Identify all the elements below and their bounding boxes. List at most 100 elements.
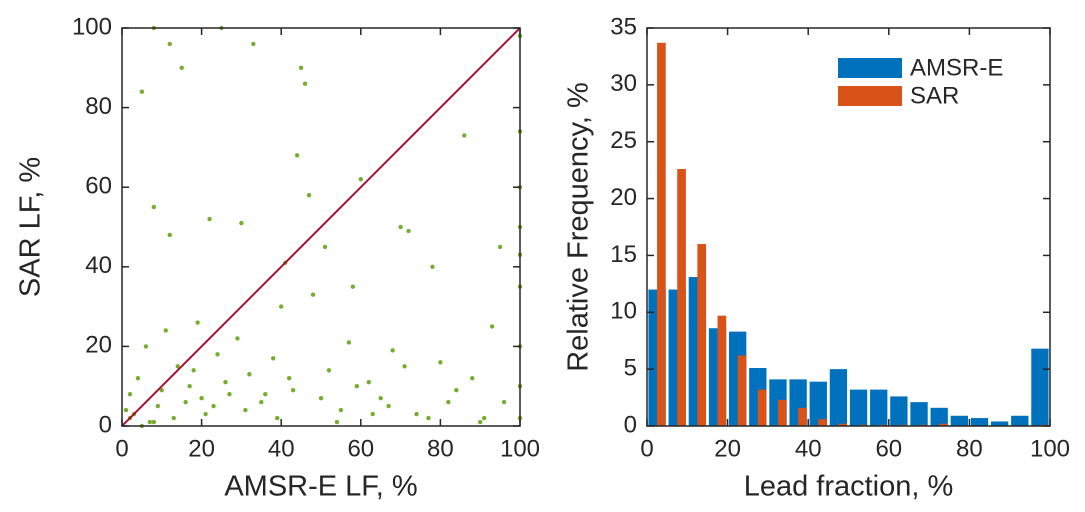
bar [818,419,827,426]
point [151,419,157,425]
point [159,387,164,393]
point [294,153,300,158]
point [306,192,312,198]
legend-swatch [838,58,902,78]
bar [717,315,727,426]
point [298,65,304,71]
point [354,384,360,389]
point [227,391,232,397]
bar [1031,348,1049,426]
bar [697,244,707,426]
bar [657,42,666,426]
point [275,415,280,421]
point [235,336,240,341]
y-axis-label: SAR LF, % [15,157,47,297]
point [211,403,216,409]
point [207,216,212,222]
point [243,407,248,413]
point [481,415,487,421]
point [279,304,284,309]
point [398,224,403,230]
point [390,348,395,353]
legend-label: SAR [910,82,959,109]
x-tick-label: 0 [115,435,128,462]
point [454,387,459,393]
point [497,244,503,250]
point [322,244,328,250]
point [338,407,344,413]
point [310,292,316,297]
point [223,380,228,385]
x-tick-label: 60 [347,435,374,462]
point [187,384,192,389]
y-tick-label: 25 [610,127,637,154]
point [195,320,200,325]
y-tick-label: 15 [610,241,637,268]
x-tick-label: 40 [795,435,822,462]
y-tick-label: 100 [72,13,112,40]
bar [737,355,747,426]
point [286,376,292,381]
point [127,391,133,397]
bar [890,396,908,426]
y-tick-label: 60 [85,173,112,200]
point [302,81,308,86]
x-tick-label: 60 [875,435,902,462]
y-tick-label: 20 [85,332,112,359]
bar [838,423,848,426]
point [462,133,467,138]
point [171,415,176,421]
bar [798,407,807,426]
point [489,324,495,329]
point [191,368,196,373]
x-tick-label: 80 [956,435,983,462]
point [239,220,244,226]
x-tick-label: 20 [714,435,741,462]
point [179,65,184,71]
point [123,407,129,413]
x-tick-label: 40 [268,435,295,462]
bar [849,389,868,426]
y-tick-label: 20 [610,184,637,211]
bar [757,389,767,426]
point [370,411,375,417]
y-tick-label: 10 [610,298,637,325]
bar [677,169,686,426]
point [139,89,145,94]
axes-frame [646,27,1051,427]
x-tick-label: 0 [640,435,653,462]
point [167,232,172,238]
point [430,264,435,269]
bar [990,421,1009,426]
point [203,411,208,417]
point [135,376,141,381]
point [251,41,256,47]
point [470,376,475,381]
point [326,368,332,373]
point [378,395,383,401]
axes-frame [121,27,521,427]
point [402,364,407,369]
point [147,419,153,425]
point [406,228,411,234]
legend-swatch [838,86,902,106]
y-tick-label: 35 [610,13,637,40]
point [175,364,180,369]
point [350,284,356,289]
point [199,395,204,401]
y-tick-label: 0 [624,411,637,438]
point [386,403,391,409]
point [163,328,168,333]
bar [950,415,968,426]
bar [870,389,888,426]
point [263,391,268,397]
point [271,356,276,361]
point [183,399,188,405]
y-axis-label: Relative Frequency, % [563,82,595,372]
point [167,41,172,47]
x-tick-label: 100 [500,435,540,462]
x-axis-label: AMSR-E LF, % [224,471,417,503]
point [247,372,252,377]
bar [1011,415,1029,426]
